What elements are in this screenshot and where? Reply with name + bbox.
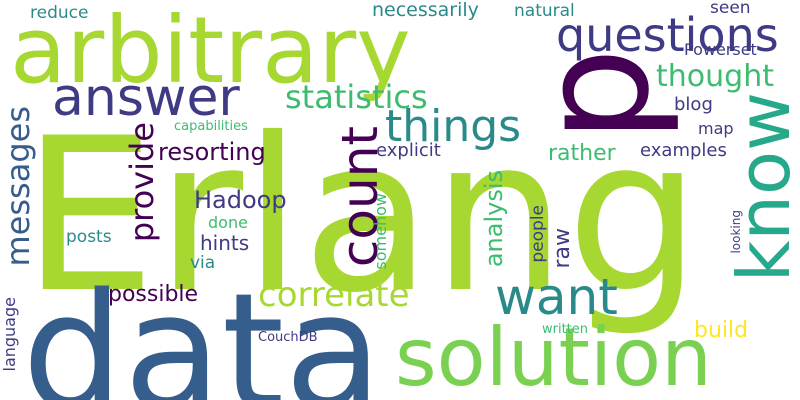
word-want: want: [495, 268, 618, 326]
word-erlang: Erlang: [22, 92, 701, 339]
word-answer: answer: [52, 68, 240, 128]
word-blog: blog: [674, 94, 713, 115]
word-explicit: explicit: [376, 140, 441, 161]
word-necessarily: necessarily: [372, 0, 479, 21]
word-thought: thought: [656, 59, 774, 94]
word-via: via: [190, 253, 216, 273]
word-questions: questions: [556, 8, 779, 62]
word-powerset: Powerset: [684, 40, 757, 59]
word-language: language: [0, 297, 19, 372]
word-know: know: [722, 92, 800, 283]
word-hints: hints: [200, 231, 250, 255]
word-seen: seen: [710, 0, 751, 18]
word-rather: rather: [548, 141, 616, 166]
word-couchdb: CouchDB: [258, 330, 318, 345]
word-resorting: resorting: [158, 138, 266, 166]
word-solution: solution: [395, 311, 712, 400]
word-done: done: [208, 213, 248, 232]
word-natural: natural: [514, 1, 575, 21]
word-data: data: [22, 258, 383, 400]
word-people: people: [528, 205, 548, 263]
word-hadoop: Hadoop: [194, 186, 287, 214]
word-written: written: [542, 322, 589, 337]
word-analysis: analysis: [480, 170, 508, 268]
word-build: build: [694, 318, 749, 343]
word-somehow: somehow: [371, 193, 390, 270]
word-map: map: [698, 119, 734, 138]
word-capabilities: capabilities: [174, 119, 248, 134]
word-statistics: statistics: [285, 78, 428, 116]
word-raw: raw: [550, 228, 575, 269]
word-things: things: [385, 101, 522, 152]
word-arbitrary: arbitrary: [10, 0, 411, 104]
word-correlate: correlate: [258, 275, 410, 315]
word-possible: possible: [108, 282, 199, 307]
word-messages: messages: [0, 106, 37, 267]
word-looking: looking: [729, 210, 743, 254]
word-reduce: reduce: [30, 3, 89, 23]
word-provide: provide: [123, 122, 161, 243]
word-examples: examples: [640, 140, 727, 161]
word-posts: posts: [66, 227, 112, 247]
